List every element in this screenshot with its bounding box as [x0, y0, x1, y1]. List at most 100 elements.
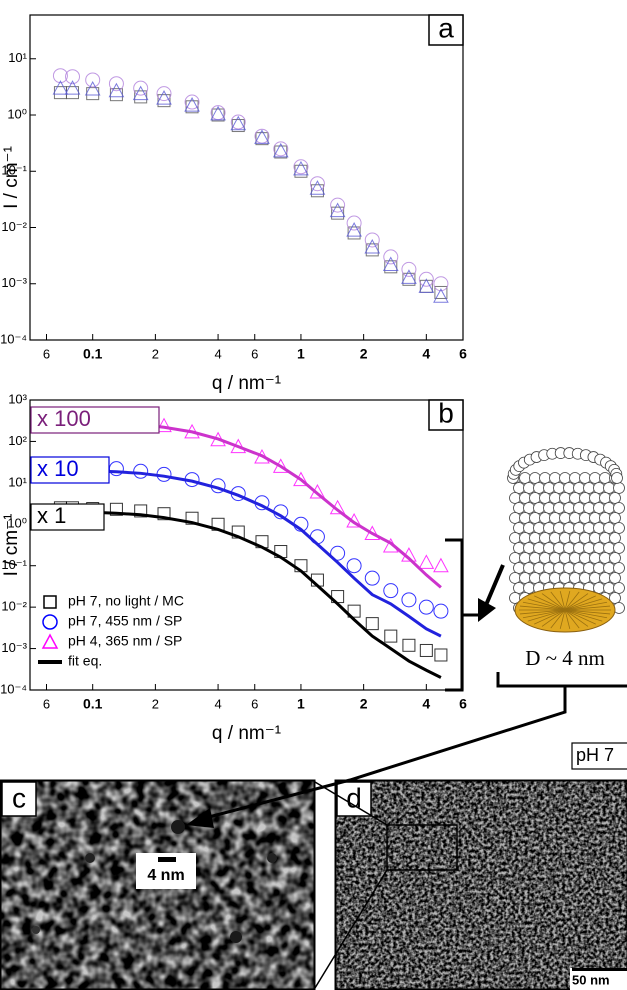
- micelle-head: [599, 572, 611, 584]
- legend-label: pH 4, 365 nm / SP: [68, 633, 182, 649]
- legend-marker: [42, 614, 58, 630]
- micelle-head: [539, 572, 551, 584]
- micelle-head: [523, 542, 535, 554]
- micelle-head: [549, 532, 561, 544]
- micelle-head: [533, 542, 545, 554]
- micelle-head: [579, 492, 591, 504]
- micelle-head: [583, 482, 595, 494]
- micelle-head: [603, 502, 615, 514]
- micelle-head: [613, 522, 625, 534]
- micelle-head: [613, 542, 625, 554]
- data-point: [401, 261, 417, 277]
- data-point: [329, 202, 346, 218]
- micelle-head: [613, 502, 625, 514]
- micelle-tail: [564, 609, 589, 627]
- data-point: [134, 90, 148, 104]
- micelle-head: [529, 472, 541, 484]
- data-point: [156, 90, 172, 105]
- y-tick-label: 10³: [8, 391, 27, 406]
- micelle-head: [593, 582, 605, 594]
- micelle-head: [613, 482, 625, 494]
- micelle-head: [553, 542, 565, 554]
- micelle-head: [609, 552, 621, 564]
- x-tick-label: 4: [214, 346, 221, 361]
- data-point: [330, 197, 346, 213]
- data-point: [382, 256, 399, 271]
- data-point: [184, 94, 200, 110]
- fit-line: [60, 468, 442, 638]
- micelle-tail: [564, 609, 611, 615]
- x-tick-label: 4: [422, 346, 430, 362]
- x-tick-label: 4: [422, 696, 430, 712]
- micelle-tail: [541, 609, 566, 627]
- data-point: [210, 105, 226, 121]
- micelle-head: [579, 552, 591, 564]
- micelle-head: [553, 522, 565, 534]
- data-point: [347, 604, 361, 618]
- micelle-head: [513, 522, 525, 534]
- micelle-head: [583, 522, 595, 534]
- data-point: [133, 463, 149, 479]
- data-point: [383, 249, 399, 265]
- data-point: [293, 159, 309, 175]
- micelle-tail: [564, 591, 580, 611]
- micelle-head: [569, 572, 581, 584]
- micelle-head: [593, 562, 605, 574]
- micelle-head: [599, 512, 611, 524]
- panel-label: c: [12, 782, 26, 813]
- micelle-head: [599, 472, 611, 484]
- micelle-tail: [564, 595, 596, 611]
- x-tick-label: 2: [152, 696, 159, 711]
- micelle-head: [579, 532, 591, 544]
- data-point: [134, 504, 148, 518]
- micelle-tail: [564, 609, 596, 625]
- micelle-head: [579, 572, 591, 584]
- micelle-head: [513, 502, 525, 514]
- micelle-head: [599, 552, 611, 564]
- data-point: [365, 617, 379, 631]
- data-point: [108, 82, 125, 98]
- data-point: [402, 272, 416, 286]
- micelle-head: [543, 542, 555, 554]
- micelle-head: [563, 502, 575, 514]
- data-point: [434, 285, 448, 299]
- micelle-head: [529, 512, 541, 524]
- micelle-head: [509, 572, 521, 584]
- micelle-tail: [519, 609, 566, 615]
- micelle-head: [543, 482, 555, 494]
- legend-label: pH 7, no light / MC: [68, 593, 184, 609]
- micelle-head: [613, 562, 625, 574]
- scale-factor-box: [30, 503, 105, 531]
- scale-bar: [572, 968, 627, 971]
- x-tick-label: 1: [297, 696, 305, 712]
- data-point: [418, 554, 435, 569]
- data-point: [156, 86, 172, 102]
- micelle-head: [523, 482, 535, 494]
- micelle-tail: [564, 609, 580, 629]
- micelle-head: [569, 492, 581, 504]
- data-point: [364, 232, 380, 248]
- micelle-head: [519, 492, 531, 504]
- data-point: [347, 226, 361, 240]
- micelle-head: [549, 572, 561, 584]
- data-point: [52, 68, 68, 84]
- micelle-head: [509, 512, 521, 524]
- panel-label: a: [438, 12, 454, 43]
- micelle-head: [579, 472, 591, 484]
- data-point: [419, 643, 433, 657]
- legend-marker: [43, 595, 57, 609]
- data-point: [331, 206, 345, 220]
- zoom-line: [314, 869, 388, 989]
- micelle-head: [549, 492, 561, 504]
- micelle-tail: [550, 609, 566, 629]
- micelle-head: [573, 502, 585, 514]
- zoom-line: [314, 781, 388, 826]
- y-tick-label: 10⁻³: [1, 640, 27, 655]
- micelle-head: [599, 492, 611, 504]
- micelle-tail: [564, 605, 611, 611]
- micelle-head: [589, 472, 601, 484]
- data-point: [401, 592, 417, 608]
- micelle-head: [519, 572, 531, 584]
- micelle-head: [609, 532, 621, 544]
- micelle-tail: [564, 593, 589, 611]
